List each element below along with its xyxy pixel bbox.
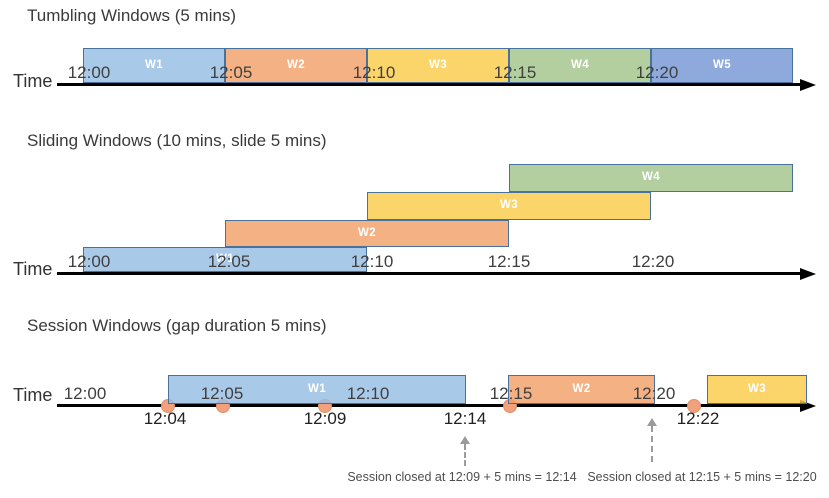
- axis-tick-tumbling-1205: 12:05: [209, 63, 253, 82]
- axis-tick-session-1220: 12:20: [632, 384, 676, 403]
- event-time-1204: 12:04: [143, 409, 187, 428]
- section-title-session: Session Windows (gap duration 5 mins): [27, 316, 327, 335]
- window-label-tumbling-w3: W3: [428, 58, 448, 71]
- event-time-1209: 12:09: [303, 409, 347, 428]
- time-axis-session: [57, 404, 800, 407]
- annotation-arrowhead-1: [460, 436, 470, 444]
- event-dot-session-5: [687, 398, 701, 413]
- annotation-text-1: Session closed at 12:09 + 5 mins = 12:14: [347, 470, 577, 484]
- axis-tick-sliding-1220: 12:20: [631, 252, 675, 271]
- window-session-w2: [508, 375, 655, 404]
- annotation-arrow-2: [651, 426, 653, 462]
- window-label-tumbling-w5: W5: [712, 58, 732, 71]
- axis-tick-sliding-1215: 12:15: [487, 252, 531, 271]
- axis-tick-session-1210: 12:10: [346, 384, 390, 403]
- axis-label-session: Time: [13, 385, 53, 405]
- axis-arrowhead-sliding: [800, 267, 816, 280]
- window-label-sliding-w3: W3: [499, 199, 519, 211]
- time-axis-tumbling: [57, 83, 800, 86]
- time-axis-sliding: [57, 272, 800, 275]
- window-tumbling-w1: [83, 48, 225, 83]
- section-title-sliding: Sliding Windows (10 mins, slide 5 mins): [27, 131, 327, 150]
- window-label-tumbling-w4: W4: [570, 58, 590, 71]
- axis-label-tumbling: Time: [13, 71, 53, 91]
- axis-tick-tumbling-1200: 12:00: [67, 63, 111, 82]
- axis-tick-sliding-1205: 12:05: [207, 252, 251, 271]
- window-tumbling-w2: [225, 48, 367, 83]
- window-tumbling-w5: [651, 48, 793, 83]
- axis-tick-session-1205: 12:05: [200, 384, 244, 403]
- window-sliding-w2: [225, 220, 509, 247]
- window-sliding-w1: [83, 247, 367, 272]
- window-label-sliding-w4: W4: [641, 171, 661, 183]
- axis-tick-session-1200: 12:00: [63, 384, 107, 403]
- window-tumbling-w3: [367, 48, 509, 83]
- window-label-session-w2: W2: [572, 382, 591, 395]
- event-time-1214: 12:14: [443, 409, 487, 428]
- window-tumbling-w4: [509, 48, 651, 83]
- window-label-tumbling-w1: W1: [144, 58, 164, 71]
- axis-label-sliding: Time: [13, 259, 53, 279]
- window-session-w1: [168, 375, 466, 404]
- axis-tick-sliding-1200: 12:00: [67, 252, 111, 271]
- annotation-arrow-1: [464, 444, 466, 466]
- window-label-sliding-w1: W1: [215, 252, 235, 265]
- window-label-session-w1: W1: [307, 382, 327, 395]
- event-time-1222: 12:22: [676, 409, 720, 428]
- axis-tick-tumbling-1215: 12:15: [493, 63, 537, 82]
- axis-arrowhead-tumbling: [800, 78, 816, 91]
- section-title-tumbling: Tumbling Windows (5 mins): [27, 6, 237, 25]
- annotation-text-2: Session closed at 12:15 + 5 mins = 12:20: [587, 470, 817, 484]
- window-sliding-w3: [367, 192, 651, 220]
- axis-tick-tumbling-1210: 12:10: [352, 63, 396, 82]
- window-label-tumbling-w2: W2: [286, 58, 306, 71]
- window-label-session-w3: W3: [747, 382, 767, 395]
- axis-tick-sliding-1210: 12:10: [350, 252, 394, 271]
- annotation-arrowhead-2: [647, 418, 657, 426]
- window-session-w3: [707, 375, 807, 404]
- window-sliding-w4: [509, 164, 793, 192]
- window-label-sliding-w2: W2: [357, 226, 377, 239]
- axis-tick-session-1215: 12:15: [489, 384, 533, 403]
- axis-tick-tumbling-1220: 12:20: [635, 63, 679, 82]
